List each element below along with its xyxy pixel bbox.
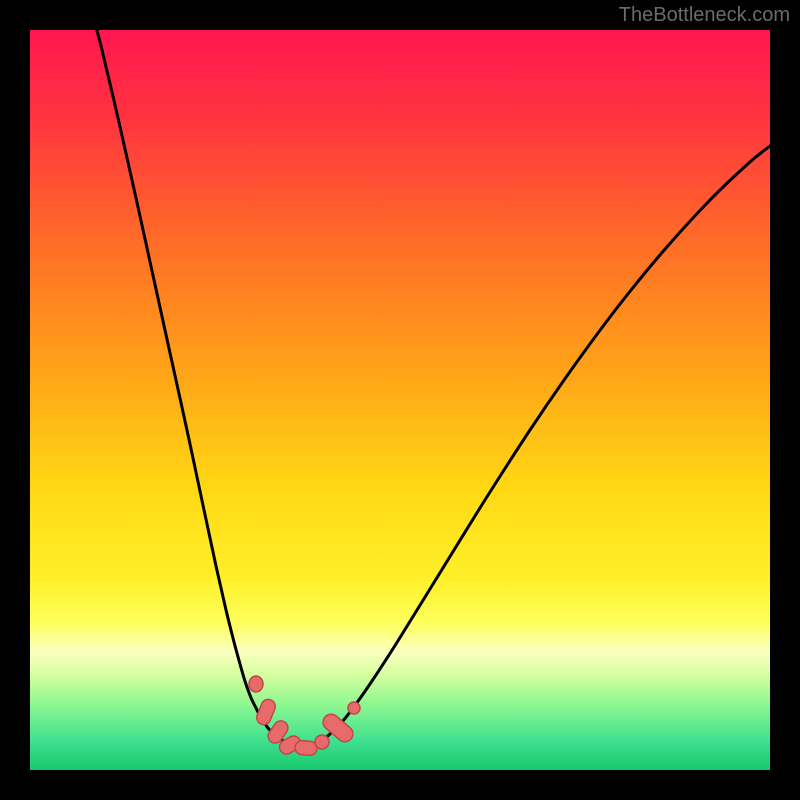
plot-area bbox=[30, 30, 770, 770]
watermark-text: TheBottleneck.com bbox=[619, 4, 790, 27]
chart-svg bbox=[30, 30, 770, 770]
